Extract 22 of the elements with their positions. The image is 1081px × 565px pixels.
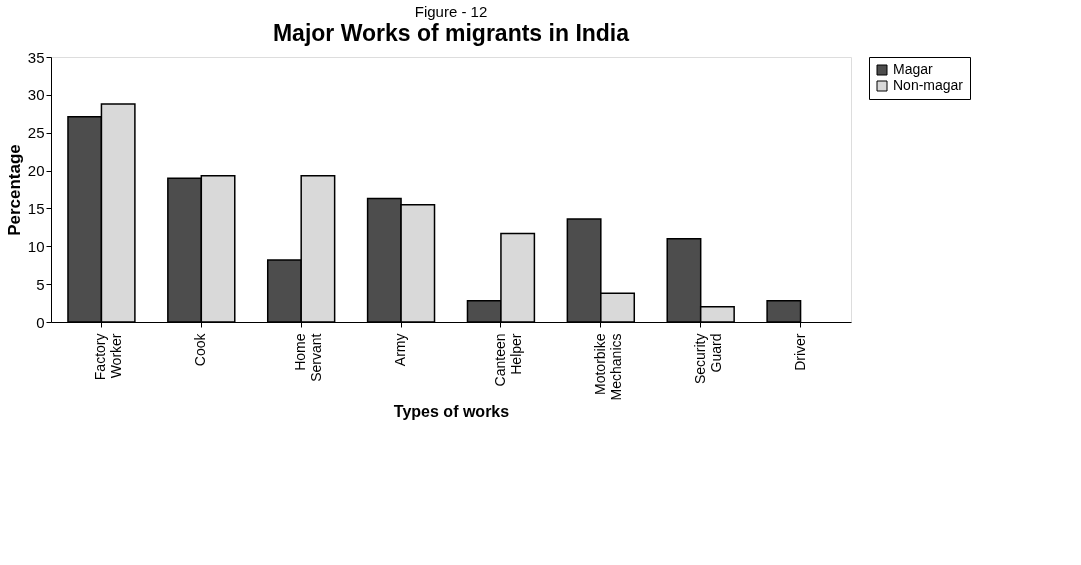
y-tick-label: 0 [36,313,45,331]
x-tick-label: Factory Worker [92,333,125,381]
x-tick-label: Canteen Helper [491,333,524,387]
x-tick-label: Security Guard [691,333,724,385]
y-tick-label: 15 [27,199,45,217]
x-tick-label: Motorbike Mechanics [591,333,624,401]
x-tick-label: Home Servant [292,333,325,382]
y-tick-label: 5 [36,275,45,293]
chart-subtitle: Figure - 12 [414,3,488,20]
legend-label: Non-magar [893,77,964,93]
chart-title: Major Works of migrants in India [272,20,630,46]
x-tick-label: Cook [192,332,209,367]
x-tick-label: Driver [791,333,808,371]
y-tick-label: 35 [27,48,45,66]
x-axis-title: Types of works [393,403,510,421]
y-tick-label: 25 [27,124,45,142]
y-tick-label: 20 [27,162,45,180]
y-tick-label: 10 [27,237,45,255]
legend-label: Magar [893,61,934,77]
x-tick-label: Army [392,333,409,367]
y-axis-title: Percentage [4,144,24,236]
y-tick-label: 30 [27,86,45,104]
